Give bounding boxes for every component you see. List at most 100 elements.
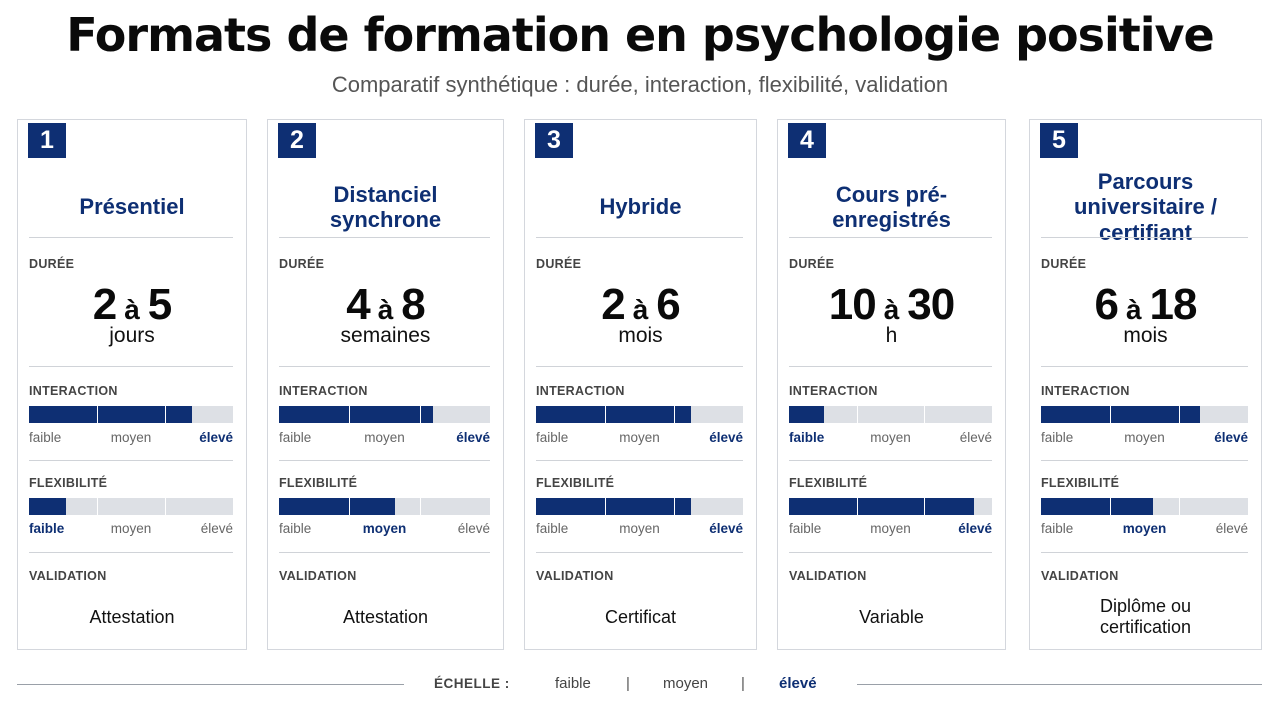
duration-unit: mois [1123, 324, 1168, 347]
interaction-bar [536, 406, 743, 423]
duration-from: 4 [346, 280, 371, 329]
format-card: 1 Présentiel DURÉE 2 à 5 jours INTERACTION faibl… [17, 119, 247, 650]
flexibility-scale: faible moyen élevé [536, 521, 743, 537]
scale-mid: moyen [110, 521, 152, 536]
page-subtitle: Comparatif synthétique : durée, interact… [331, 72, 949, 97]
bar-tick [164, 406, 166, 423]
flexibility-scale: faible moyen élevé [279, 521, 490, 537]
legend-label: ÉCHELLE : [434, 676, 510, 691]
legend-line-right [857, 684, 1262, 685]
interaction-bar [1041, 406, 1248, 423]
bar-tick [673, 498, 675, 515]
duration-from: 10 [828, 280, 877, 329]
bar-tick [856, 498, 858, 515]
flexibility-label: FLEXIBILITÉ [536, 476, 615, 490]
section-divider [1041, 366, 1248, 367]
format-card: 3 Hybride DURÉE 2 à 6 mois INTERACTION faible moy… [524, 119, 757, 650]
duration-from: 2 [601, 280, 626, 329]
scale-mid: moyen [619, 430, 660, 445]
interaction-scale: faible moyen élevé [536, 430, 743, 446]
bar-tick [1109, 498, 1111, 515]
format-card: 5 Parcours universitaire / certifiant DURÉ… [1029, 119, 1262, 650]
section-divider [789, 237, 992, 238]
scale-low: faible [1041, 430, 1074, 445]
validation-value: Diplôme ou certification [1099, 596, 1192, 637]
duration-connector: à [1125, 294, 1142, 325]
validation-value: Attestation [342, 606, 429, 627]
bar-tick [96, 406, 98, 423]
scale-low: faible [536, 521, 569, 536]
scale-low: faible [29, 521, 65, 536]
scale-high: élevé [958, 521, 992, 536]
scale-mid: moyen [870, 521, 911, 536]
duration-to: 18 [1149, 280, 1198, 329]
bar-tick [604, 406, 606, 423]
interaction-bar [279, 406, 490, 423]
duration-to: 6 [656, 280, 681, 329]
duration-label: DURÉE [789, 257, 835, 271]
scale-high: élevé [959, 430, 992, 445]
flexibility-scale: faible moyen élevé [29, 521, 233, 537]
interaction-bar [789, 406, 992, 423]
interaction-bar-fill [29, 406, 193, 423]
scale-high: élevé [457, 521, 490, 536]
duration-from: 2 [92, 280, 118, 329]
scale-mid: moyen [870, 430, 911, 445]
card-number-badge: 2 [278, 123, 316, 158]
section-divider [29, 237, 233, 238]
section-divider [789, 366, 992, 367]
bar-tick [924, 498, 926, 515]
page-title: Formats de formation en psychologie posi… [66, 8, 1215, 62]
card-number-badge: 5 [1040, 123, 1078, 158]
validation-label: VALIDATION [1041, 569, 1119, 583]
scale-low: faible [789, 521, 822, 536]
flexibility-scale: faible moyen élevé [1041, 521, 1248, 537]
flexibility-label: FLEXIBILITÉ [789, 476, 868, 490]
duration-label: DURÉE [29, 257, 75, 271]
legend-separator-2: | [741, 675, 745, 692]
flexibility-bar [1041, 498, 1248, 515]
legend-low: faible [555, 675, 591, 692]
card-number-badge: 1 [28, 123, 66, 158]
scale-high: élevé [709, 430, 743, 445]
flexibility-bar [536, 498, 743, 515]
section-divider [789, 552, 992, 553]
section-divider [536, 366, 743, 367]
legend-separator-1: | [626, 675, 630, 692]
validation-value: Attestation [89, 606, 175, 627]
duration-connector: à [377, 294, 394, 325]
flexibility-bar-fill [789, 498, 974, 515]
interaction-bar [29, 406, 233, 423]
bar-tick [1178, 406, 1180, 423]
duration-to: 5 [147, 280, 173, 329]
format-card: 2 Distanciel synchrone DURÉE 4 à 8 semaines INT… [267, 119, 504, 650]
scale-low: faible [536, 430, 569, 445]
duration-unit: h [885, 324, 898, 347]
interaction-bar-fill [536, 406, 692, 423]
section-divider [279, 237, 490, 238]
flexibility-bar-fill [536, 498, 692, 515]
section-divider [1041, 237, 1248, 238]
card-number-badge: 3 [535, 123, 573, 158]
card-title: Parcours universitaire / certifiant [1073, 169, 1218, 245]
duration-unit: mois [618, 324, 663, 347]
bar-tick [349, 406, 351, 423]
interaction-scale: faible moyen élevé [29, 430, 233, 446]
interaction-bar-fill [789, 406, 824, 423]
scale-mid: moyen [362, 521, 407, 536]
duration-unit: semaines [340, 324, 431, 347]
flexibility-label: FLEXIBILITÉ [29, 476, 108, 490]
duration-from: 6 [1094, 280, 1119, 329]
scale-high: élevé [1214, 430, 1248, 445]
duration-unit: jours [109, 324, 155, 347]
section-divider [29, 552, 233, 553]
scale-mid: moyen [619, 521, 660, 536]
duration-label: DURÉE [1041, 257, 1087, 271]
interaction-scale: faible moyen élevé [789, 430, 992, 446]
duration-range: 6 à 18 [1030, 280, 1261, 330]
validation-label: VALIDATION [789, 569, 867, 583]
flexibility-bar [29, 498, 233, 515]
validation-value: Variable [859, 606, 924, 627]
duration-to: 8 [401, 280, 426, 329]
